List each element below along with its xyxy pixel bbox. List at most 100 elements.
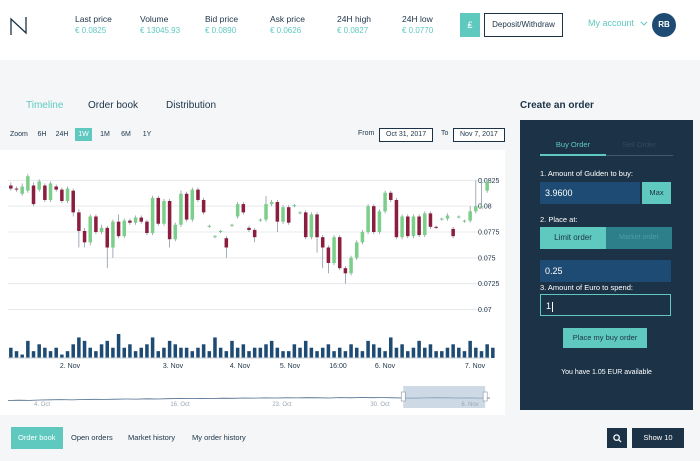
candle-body: [156, 197, 161, 224]
candle-body: [122, 220, 127, 237]
volume-bar: [31, 351, 36, 358]
navigator-selection: [403, 386, 486, 408]
candle-body: [406, 216, 410, 237]
candle-body: [417, 216, 421, 236]
volume-bar: [269, 340, 274, 358]
from-label: From: [358, 130, 375, 137]
stat-label: Bid price: [205, 14, 239, 24]
candle-body: [468, 211, 472, 221]
order-type-tabs: Buy Order Sell Order: [540, 140, 673, 154]
volume-bar: [428, 344, 433, 358]
max-button[interactable]: Max: [642, 182, 671, 204]
logo-icon[interactable]: [10, 16, 28, 36]
volume-bar: [122, 347, 127, 358]
avatar[interactable]: RB: [652, 13, 676, 37]
price-chart[interactable]: 0.0825 0.08 0.0775 0.075 0.0725 0.07 2. Nov 3. …: [0, 150, 505, 415]
volume-bar: [303, 340, 308, 358]
volume-bar: [252, 347, 257, 358]
candle-body: [167, 201, 172, 240]
volume-bar: [377, 347, 382, 358]
volume-bar: [111, 347, 115, 358]
deposit-withdraw-button[interactable]: Deposit/Withdraw: [484, 13, 563, 37]
volume-bar: [292, 344, 297, 358]
candle-body: [105, 227, 109, 248]
tab-order-book-bottom[interactable]: Order book: [11, 427, 63, 449]
volume-bar: [354, 347, 359, 358]
volume-bar: [71, 344, 75, 358]
chart-background: [0, 150, 505, 415]
volume-bar: [485, 344, 489, 358]
tab-distribution[interactable]: Distribution: [166, 100, 217, 111]
candle-body: [354, 242, 359, 258]
euro-amount-input[interactable]: 1: [540, 294, 671, 316]
zoom-1m-button[interactable]: 1M: [100, 131, 110, 138]
volume-bar: [411, 347, 416, 358]
volume-bar: [77, 337, 81, 358]
candle-body: [179, 193, 183, 225]
volume-bar: [94, 351, 98, 358]
text-cursor: [552, 301, 554, 312]
zoom-6m-button[interactable]: 6M: [121, 131, 131, 138]
euro-amount-label: 3. Amount of Euro to spend:: [540, 283, 633, 292]
order-section: Create an order: [520, 100, 700, 111]
zoom-6h-button[interactable]: 6H: [37, 131, 47, 138]
volume-bar: [440, 351, 444, 358]
candle-body: [54, 186, 58, 190]
volume-bar: [218, 347, 223, 358]
volume-bar: [417, 340, 421, 358]
search-button[interactable]: [607, 428, 627, 448]
volume-bar: [264, 344, 268, 358]
stat-value: € 0.0827: [337, 26, 369, 35]
tab-market-history[interactable]: Market history: [128, 433, 176, 442]
volume-bar: [406, 351, 410, 358]
volume-bar: [207, 351, 212, 358]
amount-label: 1. Amount of Gulden to buy:: [540, 169, 633, 178]
tab-timeline[interactable]: Timeline: [26, 100, 64, 111]
volume-bar: [88, 347, 92, 358]
tab-my-order-history[interactable]: My order history: [192, 433, 246, 442]
candle-body: [485, 181, 489, 191]
zoom-24h-button[interactable]: 24H: [55, 131, 69, 138]
navigator-tick-label: 30. Oct: [370, 402, 390, 408]
show-count-button[interactable]: Show 10: [632, 428, 684, 448]
y-tick-label: 0.08: [478, 204, 492, 211]
price-input[interactable]: 0.25: [540, 260, 671, 282]
candle-body: [207, 225, 212, 227]
to-date-input[interactable]: Nov 7, 2017: [453, 128, 505, 142]
volume-bar: [298, 347, 302, 358]
tab-open-orders[interactable]: Open orders: [71, 433, 113, 442]
candle-body: [145, 221, 149, 234]
candle-body: [201, 199, 206, 213]
candle-body: [371, 206, 376, 232]
zoom-1w-button[interactable]: 1W: [75, 128, 92, 141]
navigator-tick-label: 23. Oct: [272, 402, 292, 408]
volume-bar: [139, 347, 144, 358]
amount-input[interactable]: 3.9600: [540, 182, 640, 204]
market-order-button[interactable]: Market order: [606, 227, 672, 249]
volume-bar: [145, 344, 149, 358]
from-date-input[interactable]: Oct 31, 2017: [379, 128, 434, 142]
volume-bar: [474, 347, 478, 358]
tab-order-book[interactable]: Order book: [88, 100, 139, 111]
zoom-1y-button[interactable]: 1Y: [142, 131, 152, 138]
volume-bar: [82, 340, 87, 358]
currency-icon-button[interactable]: ₤: [460, 13, 480, 37]
place-buy-order-button[interactable]: Place my buy order: [563, 328, 647, 348]
y-tick-label: 0.0825: [478, 178, 500, 185]
volume-bar: [196, 347, 200, 358]
candle-body: [360, 232, 365, 243]
candle-body: [235, 204, 240, 217]
candle-body: [258, 219, 263, 221]
candle-body: [428, 213, 433, 227]
to-label: To: [441, 130, 449, 137]
tab-sell-order[interactable]: Sell Order: [622, 140, 656, 149]
volume-bar: [468, 340, 472, 358]
my-account-menu[interactable]: My account: [588, 18, 647, 28]
volume-bar: [462, 351, 467, 358]
navigator-background: [8, 386, 490, 408]
volume-bar: [451, 344, 455, 358]
tab-buy-order[interactable]: Buy Order: [555, 140, 591, 149]
candle-body: [48, 183, 53, 200]
candle-body: [383, 192, 387, 212]
limit-order-button[interactable]: Limit order: [540, 227, 606, 249]
